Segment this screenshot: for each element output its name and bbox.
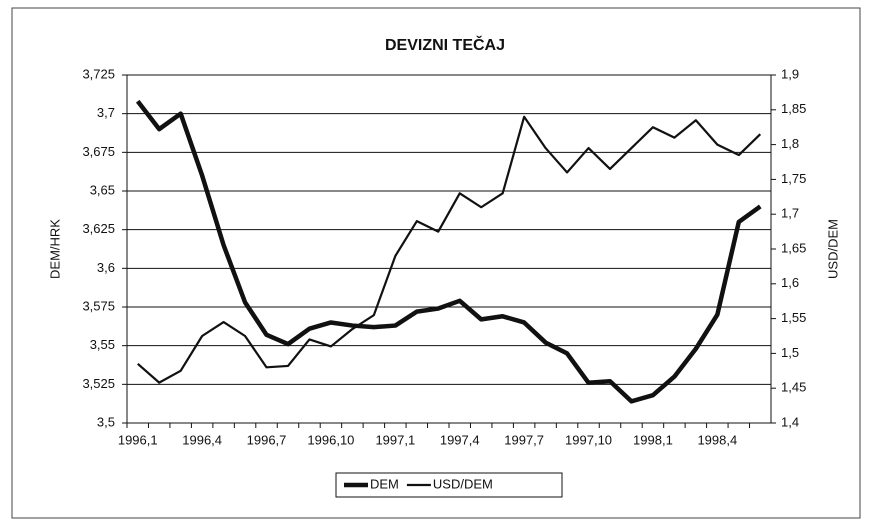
y-tick-label: 3,625 [82,221,115,236]
y-tick-label: 3,725 [82,66,115,81]
x-tick-label: 1996,4 [182,432,222,447]
x-tick-label: 1997,10 [565,432,612,447]
y-tick-label: 3,65 [90,182,115,197]
y2-tick-label: 1,4 [781,414,799,429]
y-tick-label: 3,5 [97,414,115,429]
legend-label: USD/DEM [433,476,493,491]
series-line [135,99,762,404]
y2-axis-label: USD/DEM [825,219,840,279]
y2-tick-label: 1,65 [781,240,806,255]
y2-tick-label: 1,6 [781,275,799,290]
y2-tick-label: 1,5 [781,345,799,360]
x-tick-label: 1998,4 [697,432,737,447]
x-tick-label: 1996,1 [118,432,158,447]
x-tick-label: 1998,1 [633,432,673,447]
y-tick-label: 3,6 [97,260,115,275]
x-tick-label: 1997,7 [504,432,544,447]
y2-tick-label: 1,85 [781,101,806,116]
x-tick-label: 1997,4 [440,432,480,447]
y2-tick-label: 1,55 [781,310,806,325]
x-tick-label: 1997,1 [375,432,415,447]
y-tick-label: 3,55 [90,337,115,352]
x-tick-label: 1996,10 [307,432,354,447]
y2-tick-label: 1,7 [781,206,799,221]
y-tick-label: 3,675 [82,144,115,159]
series-line [137,115,762,384]
legend-box [335,472,563,498]
y-tick-label: 3,525 [82,376,115,391]
y2-tick-label: 1,9 [781,66,799,81]
y2-tick-label: 1,8 [781,136,799,151]
y-tick-label: 3,575 [82,298,115,313]
x-tick-label: 1996,7 [247,432,287,447]
y-axis-label: DEM/HRK [47,219,62,279]
y2-tick-label: 1,45 [781,380,806,395]
chart-title: DEVIZNI TEČAJ [385,35,505,54]
frame [11,7,861,519]
y2-tick-label: 1,75 [781,171,806,186]
y-tick-label: 3,7 [97,105,115,120]
legend-label: DEM [370,476,399,491]
